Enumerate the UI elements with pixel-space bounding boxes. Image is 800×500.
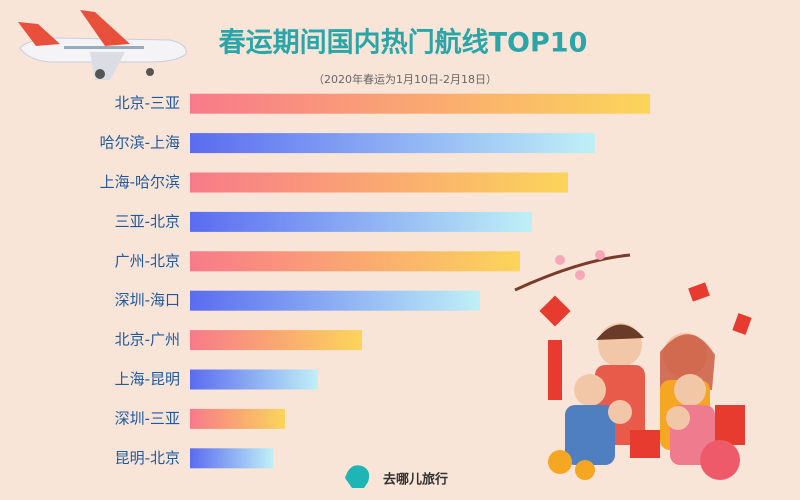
category-label: 深圳-海口 bbox=[115, 291, 180, 309]
category-label: 上海-哈尔滨 bbox=[100, 173, 180, 191]
bar bbox=[190, 369, 318, 390]
category-label: 广州-北京 bbox=[115, 252, 180, 270]
bar bbox=[190, 172, 568, 193]
bar bbox=[190, 408, 285, 429]
brand-logo bbox=[345, 465, 370, 488]
category-label: 三亚-北京 bbox=[115, 212, 180, 230]
bar bbox=[190, 251, 520, 272]
category-label: 北京-广州 bbox=[115, 331, 180, 349]
bar bbox=[190, 290, 480, 311]
category-label: 昆明-北京 bbox=[115, 449, 180, 467]
category-label: 哈尔滨-上海 bbox=[100, 134, 180, 152]
bar bbox=[190, 448, 273, 469]
family-illustration bbox=[514, 250, 752, 480]
brand-name: 去哪儿旅行 bbox=[383, 472, 448, 488]
category-label: 深圳-三亚 bbox=[115, 409, 180, 427]
bar bbox=[190, 93, 650, 114]
bar bbox=[190, 211, 532, 232]
chart-subtitle: （2020年春运为1月10日-2月18日） bbox=[313, 72, 497, 86]
category-label: 上海-昆明 bbox=[115, 370, 180, 388]
bar bbox=[190, 330, 362, 351]
airplane-illustration bbox=[18, 10, 187, 80]
bar bbox=[190, 133, 595, 154]
category-label: 北京-三亚 bbox=[115, 94, 180, 112]
chart-title: 春运期间国内热门航线TOP10 bbox=[219, 27, 588, 59]
